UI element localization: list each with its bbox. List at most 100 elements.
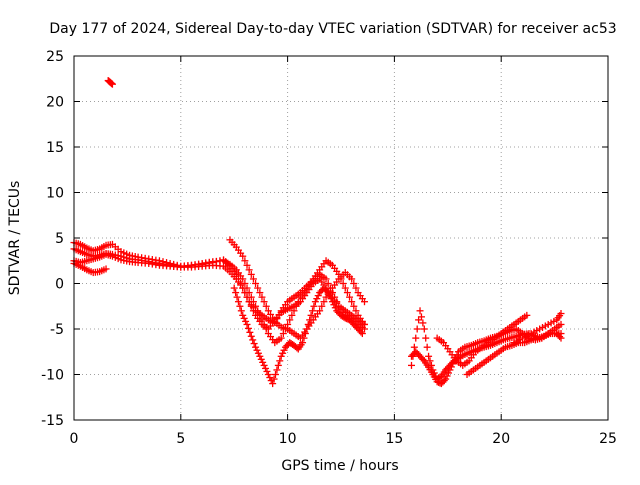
data-point-plus: [277, 334, 285, 342]
data-point-plus: [326, 292, 334, 300]
data-point-plus: [286, 316, 294, 324]
data-marks: [70, 77, 565, 388]
x-tick-label: 20: [492, 431, 510, 447]
data-point-plus: [327, 295, 335, 303]
data-point-plus: [241, 257, 249, 265]
y-tick-label: -10: [41, 368, 64, 384]
data-point-plus: [252, 343, 260, 351]
data-point-plus: [269, 314, 277, 322]
data-point-plus: [306, 316, 314, 324]
x-tick-label: 25: [599, 431, 617, 447]
data-point-plus: [322, 275, 330, 283]
data-point-plus: [300, 334, 308, 342]
data-point-plus: [360, 320, 368, 328]
data-point-plus: [316, 307, 324, 315]
data-point-plus: [446, 366, 454, 374]
data-point-plus: [249, 298, 257, 306]
data-point-plus: [350, 302, 358, 310]
data-point-plus: [274, 361, 282, 369]
data-point-plus: [348, 298, 356, 306]
data-point-plus: [348, 275, 356, 283]
data-point-plus: [341, 284, 349, 292]
data-point-plus: [523, 311, 531, 319]
data-point-plus: [314, 292, 322, 300]
data-point-plus: [330, 301, 338, 309]
y-tick-label: 25: [46, 49, 64, 65]
data-point-plus: [311, 298, 319, 306]
data-point-plus: [260, 361, 268, 369]
data-point-plus: [249, 275, 257, 283]
data-point-plus: [245, 266, 253, 274]
data-point-plus: [242, 317, 250, 325]
data-point-plus: [407, 361, 415, 369]
data-point-plus: [309, 307, 317, 315]
data-point-plus: [445, 369, 453, 377]
data-point-plus: [239, 275, 247, 283]
axis-ticks: 0 5 10 15 20 25 -15 -10 -5 0 5 10 15 20 25: [41, 49, 617, 447]
data-point-plus: [352, 307, 360, 315]
data-point-plus: [263, 367, 271, 375]
data-point-plus: [256, 289, 264, 297]
data-point-plus: [346, 293, 354, 301]
data-point-plus: [262, 325, 270, 333]
chart-title: Day 177 of 2024, Sidereal Day-to-day VTE…: [49, 21, 616, 37]
data-point-plus: [239, 252, 247, 260]
data-point-plus: [262, 364, 270, 372]
data-point-plus: [307, 311, 315, 319]
data-point-plus: [339, 280, 347, 287]
data-point-plus: [243, 320, 251, 328]
data-point-plus: [324, 280, 332, 287]
data-point-plus: [292, 302, 300, 310]
data-point-plus: [557, 334, 565, 342]
data-point-plus: [271, 371, 279, 378]
y-tick-label: 15: [46, 140, 64, 156]
data-point-plus: [350, 280, 358, 287]
data-point-plus: [420, 325, 428, 333]
data-point-plus: [301, 330, 309, 338]
data-point-plus: [247, 293, 255, 301]
data-point-plus: [304, 320, 312, 328]
data-point-plus: [249, 336, 257, 344]
data-point-plus: [252, 280, 260, 287]
data-point-plus: [303, 325, 311, 333]
data-point-plus: [258, 316, 266, 324]
data-point-plus: [240, 314, 248, 322]
data-point-plus: [410, 343, 418, 351]
data-point-plus: [425, 352, 433, 360]
x-tick-label: 15: [385, 431, 403, 447]
data-point-plus: [254, 349, 262, 357]
data-point-plus: [270, 375, 278, 383]
x-tick-label: 10: [279, 431, 297, 447]
y-tick-label: 5: [55, 231, 64, 247]
data-point-plus: [288, 311, 296, 319]
x-axis-label: GPS time / hours: [281, 458, 398, 474]
data-point-plus: [419, 355, 427, 363]
data-point-plus: [244, 324, 252, 332]
data-point-plus: [239, 311, 247, 319]
data-point-plus: [236, 302, 244, 310]
data-point-plus: [264, 307, 272, 315]
data-point-plus: [260, 320, 268, 328]
data-point-plus: [557, 310, 565, 318]
data-point-plus: [324, 289, 332, 297]
data-point-plus: [102, 265, 110, 273]
data-point-plus: [294, 298, 302, 306]
data-point-plus: [320, 298, 328, 306]
data-point-plus: [419, 319, 427, 327]
data-point-plus: [108, 80, 116, 88]
data-point-plus: [416, 307, 424, 315]
data-point-plus: [357, 328, 365, 336]
data-point-plus: [241, 280, 249, 287]
data-point-plus: [313, 295, 321, 303]
data-point-plus: [267, 310, 275, 318]
data-point-plus: [262, 302, 270, 310]
x-tick-label: 0: [70, 431, 79, 447]
data-point-plus: [234, 298, 242, 306]
x-tick-label: 5: [176, 431, 185, 447]
data-point-plus: [260, 298, 268, 306]
data-point-plus: [247, 270, 255, 278]
data-point-plus: [253, 346, 261, 354]
data-point-plus: [256, 311, 264, 319]
data-point-plus: [246, 328, 254, 336]
